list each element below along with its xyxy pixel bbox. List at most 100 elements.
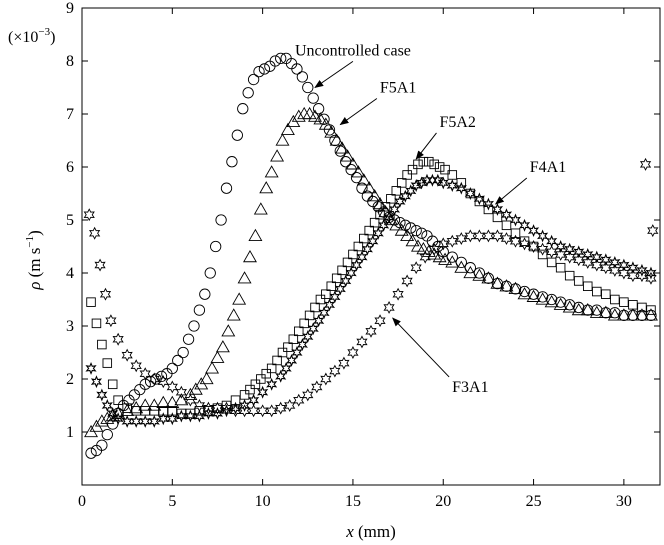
- data-point: [405, 234, 420, 247]
- data-point: [340, 156, 352, 168]
- data-point: [389, 218, 404, 231]
- y-tick-label: 6: [66, 159, 74, 176]
- data-point: [627, 261, 639, 275]
- y-axis-title: ρ (m s−1): [24, 230, 44, 291]
- data-point: [302, 330, 314, 344]
- data-point: [247, 404, 260, 418]
- data-point: [100, 411, 115, 424]
- data-point: [527, 224, 540, 238]
- data-point: [625, 308, 640, 321]
- data-point: [555, 247, 567, 261]
- data-point: [367, 189, 382, 202]
- data-point: [308, 109, 322, 122]
- annotation-arrow: [339, 98, 378, 126]
- data-point: [419, 250, 431, 264]
- data-point: [356, 173, 371, 186]
- data-point: [312, 103, 325, 115]
- data-point: [601, 289, 611, 299]
- data-point: [188, 320, 200, 332]
- data-point: [555, 262, 566, 273]
- data-point: [598, 305, 613, 318]
- data-point: [101, 428, 113, 441]
- data-point: [518, 218, 531, 232]
- data-point: [302, 106, 317, 120]
- data-point: [491, 229, 504, 243]
- data-point: [96, 439, 108, 451]
- data-point: [580, 302, 595, 316]
- data-point: [501, 220, 512, 231]
- data-point: [318, 113, 330, 125]
- data-point: [199, 288, 211, 300]
- data-point: [546, 234, 558, 248]
- data-point: [388, 202, 401, 216]
- x-tick-label: 10: [255, 493, 271, 510]
- data-point: [205, 361, 220, 374]
- data-point: [438, 252, 453, 265]
- data-point: [105, 314, 117, 328]
- data-point: [107, 379, 118, 390]
- data-point: [432, 249, 447, 263]
- data-point: [455, 232, 467, 246]
- data-point: [272, 355, 282, 366]
- data-point: [464, 229, 476, 243]
- data-point: [410, 261, 422, 275]
- data-point: [96, 388, 108, 402]
- y-axis: 1 2 3 4 5 6 7 8 9: [66, 0, 660, 441]
- data-point: [424, 156, 434, 167]
- data-point: [337, 265, 347, 276]
- series-f4a1: [85, 173, 657, 428]
- data-point: [410, 179, 422, 192]
- annotation-arrow: [494, 177, 528, 205]
- data-point: [361, 242, 373, 256]
- data-point: [582, 248, 594, 261]
- data-point: [362, 181, 377, 194]
- data-point: [220, 182, 233, 194]
- data-point: [383, 300, 395, 314]
- data-point: [121, 348, 133, 362]
- data-point: [275, 52, 287, 64]
- data-point: [609, 255, 621, 269]
- data-point: [329, 290, 341, 304]
- data-point: [175, 385, 187, 399]
- data-point: [324, 125, 339, 138]
- data-point: [413, 159, 423, 170]
- data-point: [94, 414, 109, 427]
- data-point: [392, 287, 404, 301]
- data-point: [90, 375, 103, 389]
- data-point: [221, 324, 236, 337]
- data-point: [256, 374, 266, 384]
- data-point: [157, 375, 169, 389]
- data-point: [434, 162, 445, 172]
- data-point: [302, 81, 314, 94]
- data-point: [345, 266, 357, 280]
- y-tick-label: 8: [66, 53, 74, 70]
- data-point: [583, 281, 593, 292]
- y-tick-label: 2: [66, 371, 74, 388]
- data-point: [293, 393, 305, 407]
- data-point: [537, 229, 549, 243]
- data-point: [482, 229, 495, 243]
- data-point: [340, 274, 352, 288]
- data-point: [113, 395, 123, 405]
- data-point: [618, 266, 630, 280]
- annotation-arrow: [392, 317, 450, 378]
- data-point: [410, 239, 425, 252]
- data-point: [564, 242, 576, 256]
- data-point: [266, 377, 278, 391]
- data-point: [129, 401, 144, 414]
- data-point: [307, 322, 319, 336]
- data-point: [313, 112, 328, 125]
- data-point: [508, 281, 523, 294]
- annotation-label: F4A1: [530, 159, 566, 176]
- y-tick-label: 9: [66, 0, 74, 17]
- data-point: [415, 227, 428, 239]
- data-point: [266, 404, 278, 418]
- data-point: [491, 202, 504, 216]
- data-point: [410, 224, 422, 237]
- data-point: [347, 346, 359, 359]
- data-point: [359, 233, 369, 244]
- data-point: [591, 250, 603, 264]
- data-point: [647, 224, 659, 238]
- data-point: [291, 63, 303, 75]
- data-point: [85, 447, 97, 459]
